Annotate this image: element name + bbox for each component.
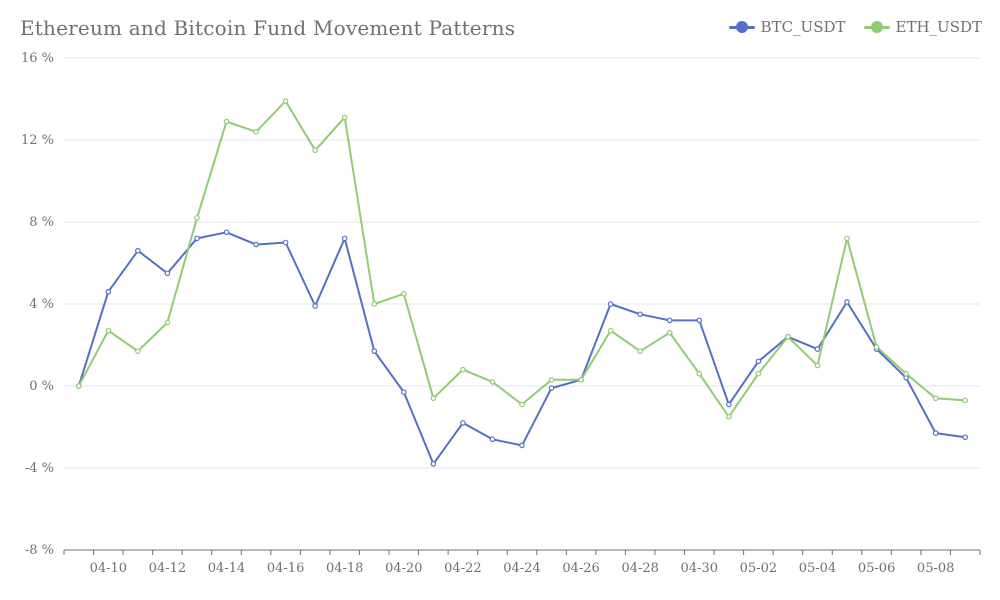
- legend-label-eth: ETH_USDT: [895, 18, 982, 36]
- legend-swatch-btc: [728, 21, 755, 33]
- data-point-btc_usdt: [932, 430, 939, 436]
- y-tick-label: 8 %: [29, 215, 54, 230]
- data-point-eth_usdt: [253, 129, 259, 135]
- data-point-btc_usdt: [755, 358, 762, 365]
- x-tick-label: 04-30: [681, 561, 718, 576]
- x-tick-label: 04-20: [385, 561, 422, 576]
- x-tick-label: 04-16: [267, 561, 304, 576]
- legend-item-btc[interactable]: BTC_USDT: [728, 18, 846, 36]
- data-point-eth_usdt: [785, 333, 791, 340]
- data-point-eth_usdt: [696, 370, 703, 377]
- data-point-eth_usdt: [105, 327, 112, 334]
- data-point-btc_usdt: [312, 303, 318, 309]
- y-tick-label: -8 %: [25, 543, 54, 558]
- data-point-eth_usdt: [401, 290, 407, 297]
- legend-swatch-eth: [863, 21, 890, 33]
- data-point-btc_usdt: [253, 241, 259, 248]
- x-tick-label: 04-26: [562, 561, 599, 576]
- data-point-btc_usdt: [489, 436, 496, 443]
- data-point-eth_usdt: [844, 235, 850, 242]
- data-point-eth_usdt: [519, 401, 525, 408]
- data-point-eth_usdt: [873, 344, 880, 350]
- data-point-btc_usdt: [341, 235, 348, 242]
- series-line-eth_usdt: [77, 100, 966, 418]
- data-point-eth_usdt: [371, 301, 378, 307]
- data-point-btc_usdt: [105, 288, 112, 295]
- y-tick-label: 0 %: [29, 379, 54, 394]
- data-point-btc_usdt: [607, 301, 614, 307]
- data-point-eth_usdt: [548, 377, 555, 383]
- data-point-btc_usdt: [194, 235, 200, 242]
- x-tick-label: 05-04: [799, 561, 836, 576]
- data-point-eth_usdt: [578, 377, 584, 383]
- x-tick-label: 05-08: [917, 561, 954, 576]
- data-point-eth_usdt: [932, 395, 939, 402]
- data-point-eth_usdt: [637, 348, 643, 354]
- data-point-eth_usdt: [223, 118, 230, 125]
- chart-title: Ethereum and Bitcoin Fund Movement Patte…: [20, 16, 516, 40]
- data-point-btc_usdt: [430, 461, 437, 467]
- data-point-btc_usdt: [371, 348, 378, 354]
- x-tick-label: 04-14: [208, 561, 245, 576]
- data-point-eth_usdt: [903, 370, 909, 377]
- data-point-eth_usdt: [726, 413, 732, 420]
- data-point-eth_usdt: [75, 383, 82, 389]
- data-point-eth_usdt: [666, 329, 673, 336]
- data-point-eth_usdt: [489, 379, 496, 385]
- x-tick-label: 04-18: [326, 561, 363, 576]
- x-tick-label: 04-10: [90, 561, 127, 576]
- data-point-btc_usdt: [844, 299, 850, 305]
- y-tick-label: 16 %: [21, 51, 54, 66]
- data-point-eth_usdt: [164, 319, 171, 326]
- x-tick-label: 04-24: [503, 561, 540, 576]
- x-tick-label: 04-22: [444, 561, 481, 576]
- data-point-btc_usdt: [164, 270, 171, 277]
- data-point-btc_usdt: [519, 442, 525, 449]
- data-point-eth_usdt: [460, 366, 466, 373]
- data-point-eth_usdt: [135, 348, 141, 354]
- data-point-eth_usdt: [312, 147, 318, 154]
- data-point-btc_usdt: [548, 385, 555, 391]
- data-point-eth_usdt: [755, 370, 762, 377]
- data-point-btc_usdt: [637, 311, 643, 318]
- data-point-btc_usdt: [223, 229, 230, 236]
- x-tick-label: 04-28: [621, 561, 658, 576]
- data-point-btc_usdt: [460, 420, 466, 426]
- legend-item-eth[interactable]: ETH_USDT: [863, 18, 982, 36]
- data-point-btc_usdt: [282, 239, 289, 246]
- data-point-btc_usdt: [666, 317, 673, 324]
- data-point-eth_usdt: [607, 327, 614, 334]
- data-point-btc_usdt: [962, 434, 969, 441]
- data-point-btc_usdt: [135, 247, 141, 254]
- legend-label-btc: BTC_USDT: [760, 18, 846, 36]
- data-point-eth_usdt: [194, 215, 200, 221]
- data-point-eth_usdt: [962, 397, 969, 404]
- legend: BTC_USDT ETH_USDT: [728, 18, 982, 36]
- series-line-btc_usdt: [77, 231, 966, 465]
- x-tick-label: 05-06: [858, 561, 895, 576]
- y-tick-label: -4 %: [25, 461, 54, 476]
- data-point-btc_usdt: [696, 317, 703, 324]
- data-point-btc_usdt: [401, 389, 407, 395]
- data-point-eth_usdt: [814, 362, 821, 369]
- y-tick-label: 12 %: [21, 133, 54, 148]
- x-tick-label: 04-12: [149, 561, 186, 576]
- data-point-btc_usdt: [726, 401, 732, 408]
- data-point-eth_usdt: [341, 114, 348, 121]
- data-point-btc_usdt: [814, 346, 821, 352]
- data-point-eth_usdt: [430, 395, 437, 402]
- y-tick-label: 4 %: [29, 297, 54, 312]
- data-point-eth_usdt: [282, 98, 289, 104]
- x-tick-label: 05-02: [740, 561, 777, 576]
